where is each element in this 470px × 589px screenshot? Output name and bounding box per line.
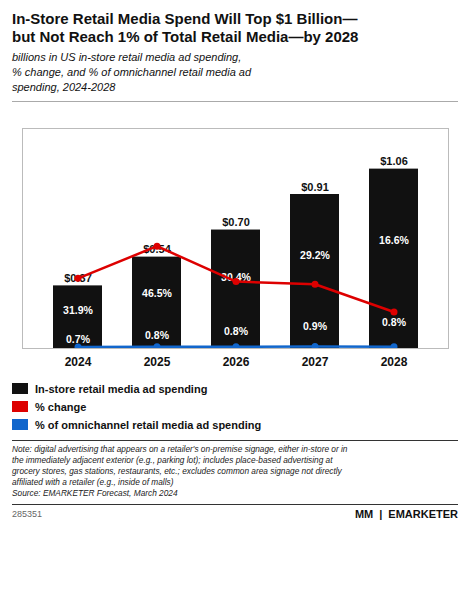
html-text:Note: digital advertising that: Note: digital advertising that appears o… bbox=[12, 443, 348, 499]
html-text:EMARKETER: EMARKETER bbox=[388, 508, 458, 520]
svg-text:2024: 2024 bbox=[65, 355, 92, 369]
svg-text:0.8%: 0.8% bbox=[224, 324, 249, 336]
svg-text:30.4%: 30.4% bbox=[221, 270, 251, 283]
svg-text:2025: 2025 bbox=[144, 355, 171, 369]
html-text:ΜM: ΜM bbox=[354, 508, 374, 520]
svg-text:2028: 2028 bbox=[381, 355, 408, 369]
svg-text:$0.70: $0.70 bbox=[222, 216, 250, 228]
svg-text:$1.06: $1.06 bbox=[380, 155, 408, 167]
svg-text:29.2%: 29.2% bbox=[300, 249, 330, 261]
svg-text:0.8%: 0.8% bbox=[145, 328, 170, 340]
svg-text:$0.37: $0.37 bbox=[64, 271, 92, 284]
svg-text:$0.54: $0.54 bbox=[143, 242, 171, 255]
svg-text:0.7%: 0.7% bbox=[66, 332, 91, 344]
html-text:billions in US in-store retail: billions in US in-store retail media ad … bbox=[12, 51, 252, 93]
html-text:% of omnichannel retail media: % of omnichannel retail media ad spendin… bbox=[35, 418, 262, 431]
html-text:285351: 285351 bbox=[12, 509, 42, 519]
svg-text:0.8%: 0.8% bbox=[382, 315, 407, 327]
html-text:In-store retail media ad spend: In-store retail media ad spending bbox=[35, 382, 208, 395]
html-text:In-Store Retail Media Spend Wi: In-Store Retail Media Spend Will Top $1 … bbox=[12, 10, 359, 45]
svg-text:2027: 2027 bbox=[302, 355, 329, 369]
svg-text:31.9%: 31.9% bbox=[63, 304, 93, 316]
html-text:% change: % change bbox=[35, 400, 87, 413]
svg-text:46.5%: 46.5% bbox=[142, 287, 172, 299]
svg-text:16.6%: 16.6% bbox=[379, 234, 409, 246]
svg-text:0.9%: 0.9% bbox=[303, 319, 328, 331]
svg-text:2026: 2026 bbox=[223, 355, 250, 369]
svg-text:$0.91: $0.91 bbox=[301, 180, 329, 192]
